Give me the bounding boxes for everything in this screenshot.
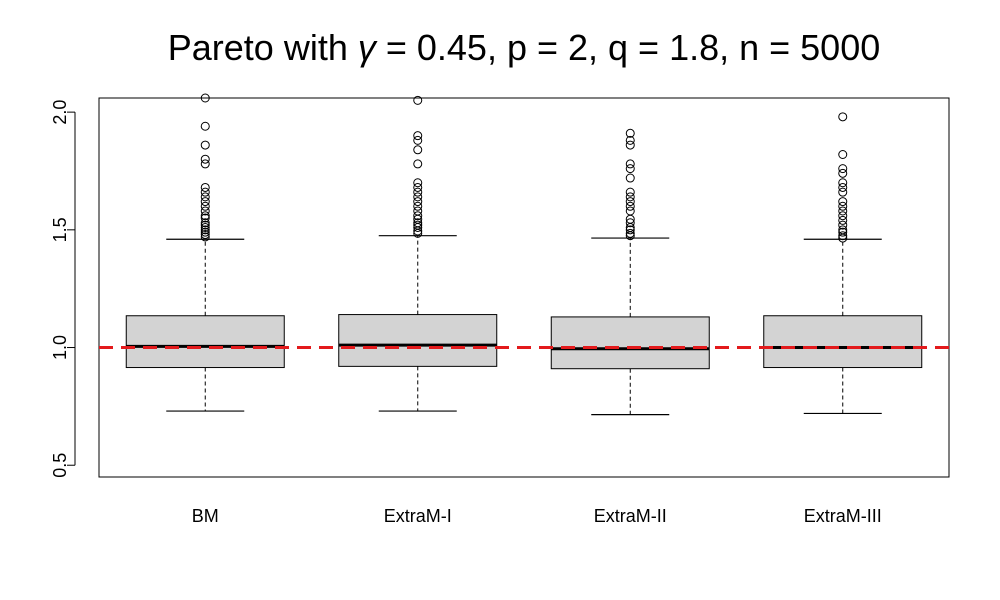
outlier-point [413,218,423,228]
outlier-point [200,182,210,192]
outlier-point [625,173,635,183]
outlier-point [200,230,210,240]
outlier-point [838,164,848,174]
outlier-point [413,135,423,145]
y-tick-label: 0.5 [50,453,70,478]
outlier-point [413,95,423,105]
outlier-point [200,154,210,164]
outlier-point [625,135,635,145]
outlier-point [200,222,210,232]
outlier-point [838,215,848,225]
x-category-label: ExtraM-III [804,506,882,526]
outlier-point [200,187,210,197]
outlier-point [625,206,635,216]
outlier-point [200,232,210,242]
outlier-point [200,220,210,230]
outlier-point [838,211,848,221]
outlier-point [413,178,423,188]
outlier-point [838,201,848,211]
outlier-point [838,206,848,216]
outlier-point [200,213,210,223]
box-iqr [125,315,285,369]
outlier-point [200,140,210,150]
outlier-point [413,131,423,141]
plot-frame [98,97,950,478]
title-part-1: Pareto with [168,27,358,68]
outlier-point [200,206,210,216]
x-category-label: ExtraM-I [384,506,452,526]
outlier-point [625,140,635,150]
outlier-point [413,192,423,202]
y-tick-label: 1.5 [50,217,70,242]
outlier-point [200,201,210,211]
outlier-point [413,145,423,155]
outlier-point [200,227,210,237]
box-iqr [763,315,923,369]
outlier-point [838,197,848,207]
outlier-point [838,225,848,235]
y-tick-label: 2.0 [50,100,70,125]
outlier-point [625,192,635,202]
box-iqr [550,316,710,370]
outlier-point [838,220,848,230]
x-category-label: BM [192,506,219,526]
outlier-point [413,206,423,216]
outlier-point [625,228,635,238]
outlier-point [200,197,210,207]
outlier-point [625,201,635,211]
title-part-gamma: γ [358,27,378,68]
outlier-point [625,128,635,138]
outlier-point [838,227,848,237]
outlier-point [200,159,210,169]
outlier-point [200,218,210,228]
box-iqr [338,314,498,367]
outlier-point [625,164,635,174]
title-part-3: = 0.45, p = 2, q = 1.8, n = 5000 [376,27,880,68]
outlier-point [625,225,635,235]
outlier-point [625,218,635,228]
outlier-point [200,192,210,202]
outlier-point [413,197,423,207]
outlier-point [838,149,848,159]
outlier-point [838,231,848,241]
outlier-point [200,93,210,103]
y-tick-label: 1.0 [50,335,70,360]
outlier-point [838,112,848,122]
outlier-point [413,182,423,192]
outlier-point [838,187,848,197]
outlier-point [200,225,210,235]
outlier-point [413,220,423,230]
outlier-point [625,187,635,197]
outlier-point [413,187,423,197]
x-category-label: ExtraM-II [594,506,667,526]
outlier-point [625,197,635,207]
outlier-point [413,159,423,169]
outlier-point [838,178,848,188]
outlier-point [413,211,423,221]
outlier-point [838,182,848,192]
outlier-point [200,211,210,221]
plot-area: 0.5 1.0 1.5 2.0 BM ExtraM-I ExtraM-II ExtraM-II… [50,93,950,526]
outlier-point [625,159,635,169]
outlier-point [413,201,423,211]
outlier-point [838,168,848,178]
outlier-point [200,121,210,131]
chart-title: Pareto with γ = 0.45, p = 2, q = 1.8, n … [168,27,881,68]
